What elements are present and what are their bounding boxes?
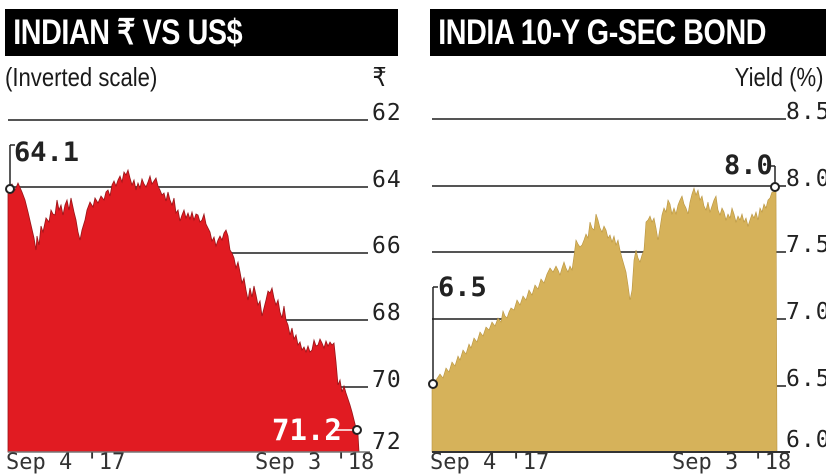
- rupee-y-tick-66: 66: [372, 233, 402, 259]
- bond-end-value: 8.0: [724, 150, 773, 181]
- rupee-x-label-end: Sep 3 '18: [255, 450, 375, 475]
- rupee-y-tick-70: 70: [372, 367, 402, 393]
- rupee-chart-title-text: INDIAN ₹ VS US$: [13, 13, 243, 52]
- rupee-area: [7, 168, 360, 453]
- rupee-end-marker: [333, 425, 362, 435]
- bond-y-tick-7.0: 7.0: [786, 299, 826, 325]
- bond-start-marker: [428, 286, 438, 389]
- rupee-chart-subtitle: (Inverted scale): [5, 62, 158, 92]
- rupee-y-tick-62: 62: [372, 100, 402, 126]
- bond-y-tick-6.0: 6.0: [786, 427, 826, 453]
- bond-chart-panel: INDIA 10-Y G-SEC BOND Yield (%): [413, 0, 826, 465]
- bond-unit-label: Yield (%): [735, 62, 824, 92]
- bond-x-label-start: Sep 4 '17: [430, 450, 550, 475]
- bond-chart-title-text: INDIA 10-Y G-SEC BOND: [438, 13, 767, 52]
- bond-chart-title: INDIA 10-Y G-SEC BOND: [430, 9, 826, 56]
- bond-y-tick-8.5: 8.5: [786, 99, 826, 125]
- rupee-x-label-start: Sep 4 '17: [6, 450, 126, 475]
- rupee-chart-title: INDIAN ₹ VS US$: [5, 9, 398, 56]
- bond-start-value: 6.5: [438, 272, 487, 303]
- bond-y-tick-7.5: 7.5: [786, 232, 826, 258]
- rupee-start-marker: [5, 144, 15, 194]
- rupee-unit-label: ₹: [372, 62, 387, 92]
- rupee-y-tick-68: 68: [372, 300, 402, 326]
- rupee-start-value: 64.1: [14, 137, 80, 168]
- charts-svg: [5, 118, 790, 453]
- bond-y-tick-6.5: 6.5: [786, 366, 826, 392]
- bond-y-tick-8.0: 8.0: [786, 166, 826, 192]
- rupee-y-tick-64: 64: [372, 167, 402, 193]
- bond-area: [431, 186, 778, 453]
- rupee-end-value: 71.2: [272, 413, 342, 447]
- bond-end-marker: [770, 165, 780, 192]
- bond-x-label-end: Sep 3 '18: [672, 450, 792, 475]
- rupee-chart-panel: INDIAN ₹ VS US$ (Inverted scale) ₹: [0, 0, 413, 465]
- rupee-y-tick-72: 72: [372, 429, 402, 455]
